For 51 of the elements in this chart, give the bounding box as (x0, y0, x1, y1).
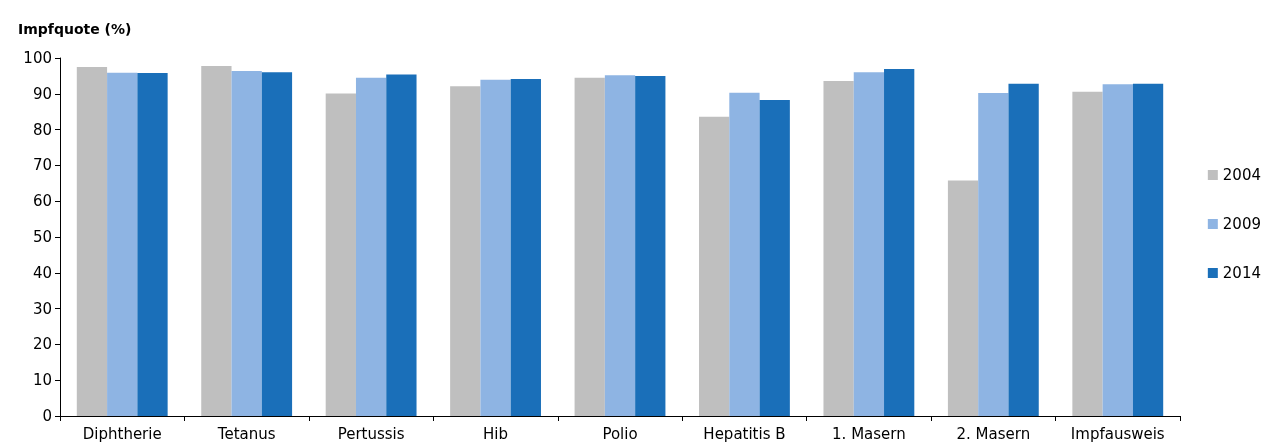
bar (231, 70, 262, 416)
x-tick-label: Hepatitis B (703, 424, 786, 443)
x-tick-label: Pertussis (337, 424, 405, 443)
bar (1008, 83, 1039, 416)
x-tick-label: Tetanus (216, 424, 276, 443)
bar (510, 79, 541, 416)
bar (137, 73, 168, 416)
x-tick-label: 1. Masern (832, 424, 906, 443)
bar (759, 99, 790, 416)
bar (884, 69, 915, 416)
y-tick-label: 20 (32, 335, 52, 354)
y-tick-label: 100 (23, 49, 52, 67)
x-tick-label: Diphtherie (82, 424, 162, 443)
x-tick-label: Impfausweis (1070, 424, 1165, 443)
bar (1072, 91, 1103, 416)
bar (574, 77, 605, 416)
bar (261, 72, 293, 416)
bar (947, 180, 979, 416)
y-tick-label: 0 (42, 407, 52, 425)
bar (355, 77, 387, 416)
y-tick-label: 40 (32, 263, 52, 282)
bar (201, 65, 232, 416)
bar (699, 116, 730, 416)
bar (604, 75, 636, 416)
x-tick-label: Hib (483, 424, 509, 443)
legend-label: 2004 (1222, 166, 1262, 184)
bar (386, 74, 417, 416)
y-tick-label: 80 (32, 120, 52, 139)
bar (978, 93, 1009, 416)
y-tick-label: 50 (32, 228, 52, 246)
bar (325, 93, 356, 416)
y-tick-label: 90 (32, 84, 52, 103)
bar (76, 66, 108, 416)
legend-label: 2014 (1222, 264, 1262, 282)
legend-label: 2009 (1222, 215, 1262, 233)
y-tick-label: 10 (32, 371, 52, 390)
x-tick-label: Polio (602, 424, 638, 443)
bar (635, 75, 666, 416)
y-tick-label: 60 (32, 192, 52, 211)
bar (107, 72, 138, 416)
y-tick-label: 30 (32, 299, 52, 318)
bar (1102, 84, 1133, 416)
y-tick-label: 70 (32, 156, 52, 175)
x-tick-label: 2. Masern (956, 424, 1031, 443)
bar (729, 92, 760, 416)
bar (450, 86, 481, 416)
bar (1132, 83, 1164, 416)
bar (480, 79, 511, 416)
bar (853, 72, 885, 416)
y-axis-title: Impfquote (%) (18, 21, 132, 37)
bar (823, 80, 854, 416)
